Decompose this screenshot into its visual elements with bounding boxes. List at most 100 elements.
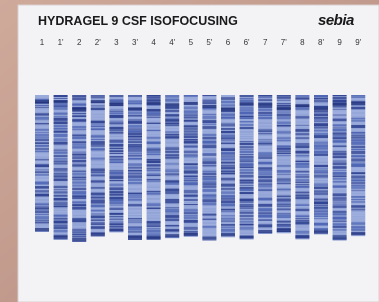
band (351, 125, 365, 128)
band (147, 210, 161, 212)
band (295, 218, 309, 219)
band (35, 105, 49, 106)
band (202, 131, 216, 133)
band (128, 125, 142, 128)
band (202, 116, 216, 119)
band (314, 95, 328, 97)
band (91, 202, 105, 203)
band (351, 136, 365, 138)
lane (221, 95, 235, 237)
band (91, 180, 105, 182)
band (109, 213, 123, 215)
band (184, 170, 198, 171)
band (72, 234, 86, 236)
band (72, 199, 86, 200)
band (165, 202, 179, 203)
band (221, 233, 235, 236)
band (240, 185, 254, 186)
band (35, 185, 49, 186)
band (72, 238, 86, 241)
band (333, 226, 347, 228)
band (277, 100, 291, 101)
band (240, 149, 254, 150)
band (109, 154, 123, 155)
band (35, 95, 49, 98)
band (351, 132, 365, 134)
band (54, 162, 68, 164)
band (277, 150, 291, 152)
band (333, 200, 347, 201)
band (333, 197, 347, 200)
band (72, 194, 86, 195)
lane-label: 1 (40, 38, 45, 47)
band (128, 221, 142, 222)
band (184, 201, 198, 202)
band (128, 105, 142, 108)
band (54, 116, 68, 117)
band (184, 95, 198, 97)
band (351, 98, 365, 101)
band (277, 96, 291, 98)
band (147, 124, 161, 126)
band (202, 181, 216, 183)
band (54, 169, 68, 170)
band (54, 209, 68, 210)
band (221, 188, 235, 190)
band (147, 200, 161, 203)
band (35, 148, 49, 150)
band (295, 107, 309, 110)
band (295, 95, 309, 97)
band (202, 156, 216, 157)
band (202, 197, 216, 198)
lane-label: 2' (95, 38, 101, 47)
band (333, 115, 347, 116)
band (314, 187, 328, 189)
band (147, 118, 161, 120)
band (72, 179, 86, 180)
band (314, 154, 328, 156)
band (221, 108, 235, 111)
band (295, 176, 309, 178)
band (91, 172, 105, 174)
band (333, 233, 347, 234)
band (351, 229, 365, 230)
band (240, 139, 254, 141)
band (221, 213, 235, 215)
band (165, 189, 179, 192)
band (351, 110, 365, 113)
band (72, 196, 86, 198)
band (147, 216, 161, 218)
band (165, 99, 179, 102)
band (128, 95, 142, 97)
band (109, 97, 123, 98)
band (35, 168, 49, 169)
band (147, 214, 161, 215)
band (128, 155, 142, 157)
lane (184, 95, 198, 237)
lane-label: 7' (281, 38, 287, 47)
lane-label: 4' (169, 38, 175, 47)
band (314, 127, 328, 129)
band (128, 199, 142, 201)
band (295, 179, 309, 181)
band (72, 146, 86, 147)
band (165, 230, 179, 232)
band (72, 198, 86, 199)
band (240, 112, 254, 115)
band (202, 220, 216, 222)
band (91, 159, 105, 160)
band (184, 155, 198, 156)
band (240, 215, 254, 217)
band (54, 171, 68, 172)
band (202, 145, 216, 146)
band (351, 222, 365, 224)
band (314, 199, 328, 201)
band (314, 204, 328, 206)
band (351, 196, 365, 197)
band (277, 232, 291, 233)
band (351, 174, 365, 175)
band (277, 185, 291, 188)
band (202, 212, 216, 213)
band (277, 161, 291, 163)
band (258, 218, 272, 219)
